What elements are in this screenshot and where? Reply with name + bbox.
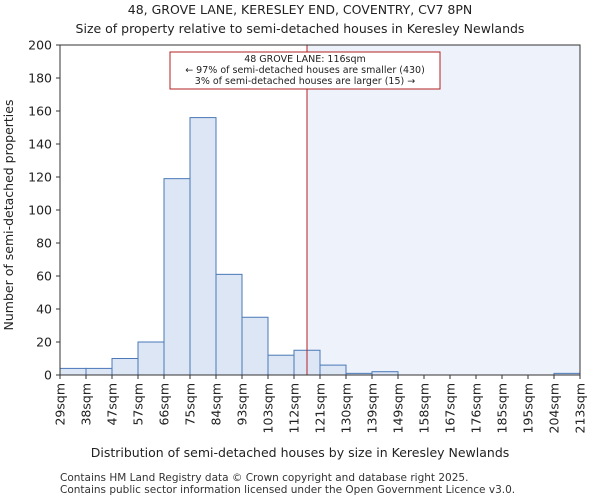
annotation-box: 48 GROVE LANE: 116sqm ← 97% of semi-deta… — [169, 51, 441, 90]
y-tick-label: 0 — [44, 368, 52, 383]
annotation-line-2: ← 97% of semi-detached houses are smalle… — [185, 65, 425, 76]
x-tick-label: 93sqm — [235, 383, 250, 426]
histogram-bar — [163, 178, 191, 376]
y-tick-label: 80 — [36, 236, 52, 251]
footer-licence-line: Contains public sector information licen… — [60, 484, 516, 496]
x-tick-label: 158sqm — [417, 383, 432, 433]
y-tick-label: 180 — [28, 71, 52, 86]
x-tick-label: 130sqm — [339, 383, 354, 433]
y-tick-label: 40 — [36, 302, 52, 317]
x-tick-label: 185sqm — [495, 383, 510, 433]
x-tick-label: 167sqm — [443, 383, 458, 433]
x-tick-label: 176sqm — [469, 383, 484, 433]
x-axis-label: Distribution of semi-detached houses by … — [91, 445, 510, 460]
y-axis-label: Number of semi-detached properties — [1, 100, 16, 331]
x-tick-label: 149sqm — [391, 383, 406, 433]
histogram-bar — [137, 341, 165, 376]
histogram-bar — [241, 316, 269, 376]
footer-copyright-line: Contains HM Land Registry data © Crown c… — [60, 472, 469, 484]
y-tick-label: 140 — [28, 137, 52, 152]
x-tick-label: 139sqm — [365, 383, 380, 433]
x-tick-label: 112sqm — [287, 383, 302, 433]
x-tick-label: 66sqm — [157, 383, 172, 426]
x-tick-label: 204sqm — [547, 383, 562, 433]
histogram-bar — [59, 367, 87, 376]
x-tick-label: 103sqm — [261, 383, 276, 433]
x-tick-label: 84sqm — [209, 383, 224, 426]
chart-subtitle: Size of property relative to semi-detach… — [76, 21, 525, 36]
y-tick-label: 100 — [28, 203, 52, 218]
histogram-bar — [215, 273, 243, 376]
x-tick-label: 38sqm — [79, 383, 94, 426]
histogram-bar — [319, 364, 347, 376]
y-tick-label: 60 — [36, 269, 52, 284]
annotation-rect — [169, 51, 441, 90]
y-tick-label: 160 — [28, 104, 52, 119]
annotation-line-1: 48 GROVE LANE: 116sqm — [244, 54, 366, 65]
histogram-bar — [267, 354, 295, 376]
histogram-bar — [111, 358, 139, 376]
histogram-bar — [85, 367, 113, 376]
x-tick-label: 213sqm — [573, 383, 588, 433]
x-tick-label: 75sqm — [183, 383, 198, 426]
x-tick-label: 29sqm — [53, 383, 68, 426]
x-tick-label: 57sqm — [131, 383, 146, 426]
plot-area: 0 20 40 60 80 100 120 140 160 180 200 29sqm 38sqm 47… — [28, 38, 587, 434]
chart-title: 48, GROVE LANE, KERESLEY END, COVENTRY, … — [128, 2, 472, 17]
x-tick-label: 195sqm — [521, 383, 536, 433]
y-tick-label: 120 — [28, 170, 52, 185]
annotation-line-3: 3% of semi-detached houses are larger (1… — [195, 76, 415, 87]
histogram-bar — [189, 117, 217, 376]
larger-properties-region — [307, 45, 580, 375]
y-tick-label: 20 — [36, 335, 52, 350]
x-tick-label: 47sqm — [105, 383, 120, 426]
y-tick-label: 200 — [28, 38, 52, 53]
x-tick-label: 121sqm — [313, 383, 328, 433]
